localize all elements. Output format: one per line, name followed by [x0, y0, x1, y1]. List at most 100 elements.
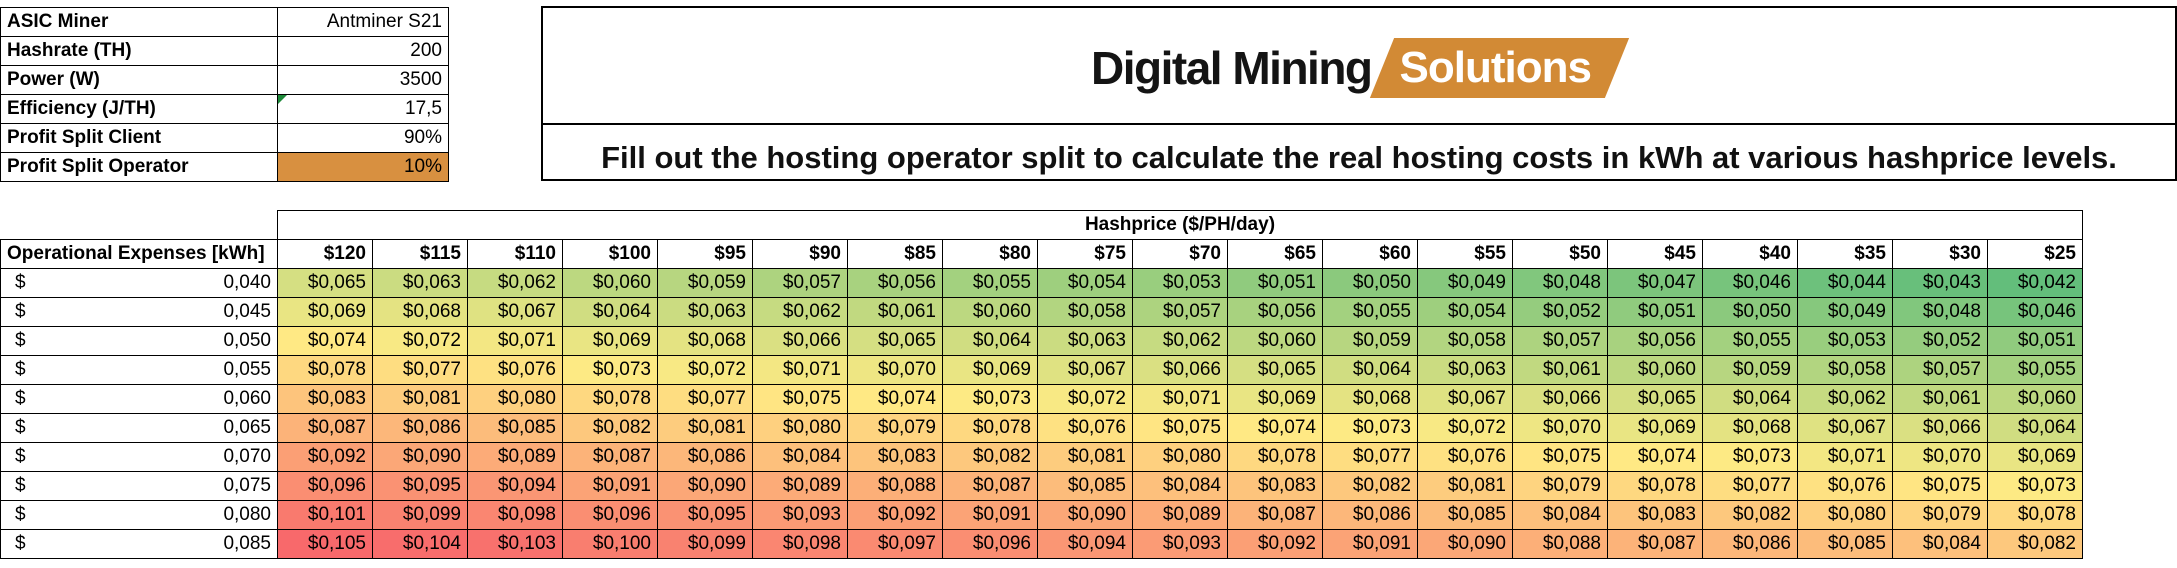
cost-cell[interactable]: $0,100 — [562, 529, 658, 559]
cost-cell[interactable]: $0,063 — [372, 268, 468, 298]
hashprice-column-header[interactable]: $60 — [1322, 239, 1418, 269]
cost-cell[interactable]: $0,083 — [1607, 500, 1703, 530]
cost-cell[interactable]: $0,055 — [1322, 297, 1418, 327]
cost-cell[interactable]: $0,089 — [752, 471, 848, 501]
cost-cell[interactable]: $0,067 — [1797, 413, 1893, 443]
cost-cell[interactable]: $0,085 — [467, 413, 563, 443]
energy-rate-cell[interactable]: $0,085 — [0, 529, 278, 559]
cost-cell[interactable]: $0,082 — [562, 413, 658, 443]
cost-cell[interactable]: $0,050 — [1702, 297, 1798, 327]
cost-cell[interactable]: $0,057 — [1892, 355, 1988, 385]
cost-cell[interactable]: $0,048 — [1512, 268, 1608, 298]
cost-cell[interactable]: $0,088 — [847, 471, 943, 501]
cost-cell[interactable]: $0,104 — [372, 529, 468, 559]
cost-cell[interactable]: $0,056 — [1607, 326, 1703, 356]
cost-cell[interactable]: $0,054 — [1417, 297, 1513, 327]
hashprice-column-header[interactable]: $55 — [1417, 239, 1513, 269]
cost-cell[interactable]: $0,077 — [372, 355, 468, 385]
cost-cell[interactable]: $0,055 — [1987, 355, 2083, 385]
cost-cell[interactable]: $0,057 — [752, 268, 848, 298]
cost-cell[interactable]: $0,069 — [1227, 384, 1323, 414]
energy-rate-cell[interactable]: $0,055 — [0, 355, 278, 385]
cost-cell[interactable]: $0,078 — [1227, 442, 1323, 472]
cost-cell[interactable]: $0,062 — [467, 268, 563, 298]
cost-cell[interactable]: $0,066 — [1892, 413, 1988, 443]
hashprice-header[interactable]: Hashprice ($/PH/day) — [277, 210, 2083, 240]
efficiency-value[interactable]: 17,5 — [277, 94, 449, 124]
cost-cell[interactable]: $0,085 — [1797, 529, 1893, 559]
cost-cell[interactable]: $0,065 — [277, 268, 373, 298]
cost-cell[interactable]: $0,069 — [277, 297, 373, 327]
cost-cell[interactable]: $0,085 — [1037, 471, 1133, 501]
cost-cell[interactable]: $0,092 — [277, 442, 373, 472]
cost-cell[interactable]: $0,078 — [942, 413, 1038, 443]
cost-cell[interactable]: $0,067 — [1417, 384, 1513, 414]
cost-cell[interactable]: $0,087 — [277, 413, 373, 443]
cost-cell[interactable]: $0,068 — [372, 297, 468, 327]
cost-cell[interactable]: $0,051 — [1987, 326, 2083, 356]
hashprice-column-header[interactable]: $45 — [1607, 239, 1703, 269]
cost-cell[interactable]: $0,096 — [277, 471, 373, 501]
cost-cell[interactable]: $0,086 — [372, 413, 468, 443]
energy-rate-cell[interactable]: $0,075 — [0, 471, 278, 501]
cost-cell[interactable]: $0,086 — [657, 442, 753, 472]
cost-cell[interactable]: $0,080 — [1797, 500, 1893, 530]
cost-cell[interactable]: $0,049 — [1797, 297, 1893, 327]
cost-cell[interactable]: $0,091 — [1322, 529, 1418, 559]
cost-cell[interactable]: $0,075 — [752, 384, 848, 414]
cost-cell[interactable]: $0,083 — [277, 384, 373, 414]
cost-cell[interactable]: $0,066 — [1512, 384, 1608, 414]
cost-cell[interactable]: $0,086 — [1702, 529, 1798, 559]
hashprice-column-header[interactable]: $35 — [1797, 239, 1893, 269]
cost-cell[interactable]: $0,065 — [1607, 384, 1703, 414]
cost-cell[interactable]: $0,069 — [1607, 413, 1703, 443]
cost-cell[interactable]: $0,060 — [1227, 326, 1323, 356]
cost-cell[interactable]: $0,061 — [1512, 355, 1608, 385]
cost-cell[interactable]: $0,059 — [657, 268, 753, 298]
cost-cell[interactable]: $0,084 — [1132, 471, 1228, 501]
energy-rate-cell[interactable]: $0,060 — [0, 384, 278, 414]
cost-cell[interactable]: $0,064 — [562, 297, 658, 327]
cost-cell[interactable]: $0,072 — [1417, 413, 1513, 443]
cost-cell[interactable]: $0,072 — [657, 355, 753, 385]
opex-header[interactable]: Operational Expenses [kWh] — [0, 239, 278, 269]
cost-cell[interactable]: $0,063 — [657, 297, 753, 327]
cost-cell[interactable]: $0,099 — [372, 500, 468, 530]
cost-cell[interactable]: $0,054 — [1037, 268, 1133, 298]
cost-cell[interactable]: $0,053 — [1132, 268, 1228, 298]
cost-cell[interactable]: $0,074 — [277, 326, 373, 356]
cost-cell[interactable]: $0,073 — [1702, 442, 1798, 472]
cost-cell[interactable]: $0,047 — [1607, 268, 1703, 298]
hashprice-column-header[interactable]: $65 — [1227, 239, 1323, 269]
cost-cell[interactable]: $0,071 — [1797, 442, 1893, 472]
energy-rate-cell[interactable]: $0,065 — [0, 413, 278, 443]
cost-cell[interactable]: $0,070 — [1512, 413, 1608, 443]
cost-cell[interactable]: $0,096 — [562, 500, 658, 530]
hashprice-column-header[interactable]: $85 — [847, 239, 943, 269]
cost-cell[interactable]: $0,066 — [1132, 355, 1228, 385]
cost-cell[interactable]: $0,094 — [467, 471, 563, 501]
cost-cell[interactable]: $0,048 — [1892, 297, 1988, 327]
cost-cell[interactable]: $0,101 — [277, 500, 373, 530]
info-label[interactable]: Power (W) — [0, 65, 278, 95]
energy-rate-cell[interactable]: $0,050 — [0, 326, 278, 356]
cost-cell[interactable]: $0,081 — [1037, 442, 1133, 472]
cost-cell[interactable]: $0,051 — [1607, 297, 1703, 327]
hashprice-column-header[interactable]: $30 — [1892, 239, 1988, 269]
cost-cell[interactable]: $0,090 — [372, 442, 468, 472]
energy-rate-cell[interactable]: $0,045 — [0, 297, 278, 327]
cost-cell[interactable]: $0,078 — [1607, 471, 1703, 501]
cost-cell[interactable]: $0,095 — [657, 500, 753, 530]
cost-cell[interactable]: $0,084 — [752, 442, 848, 472]
info-label[interactable]: ASIC Miner — [0, 7, 278, 37]
cost-cell[interactable]: $0,086 — [1322, 500, 1418, 530]
hashprice-column-header[interactable]: $120 — [277, 239, 373, 269]
cost-cell[interactable]: $0,097 — [847, 529, 943, 559]
cost-cell[interactable]: $0,087 — [562, 442, 658, 472]
cost-cell[interactable]: $0,081 — [657, 413, 753, 443]
cost-cell[interactable]: $0,090 — [657, 471, 753, 501]
cost-cell[interactable]: $0,042 — [1987, 268, 2083, 298]
cost-cell[interactable]: $0,078 — [1987, 500, 2083, 530]
cost-cell[interactable]: $0,079 — [847, 413, 943, 443]
info-label[interactable]: Efficiency (J/TH) — [0, 94, 278, 124]
